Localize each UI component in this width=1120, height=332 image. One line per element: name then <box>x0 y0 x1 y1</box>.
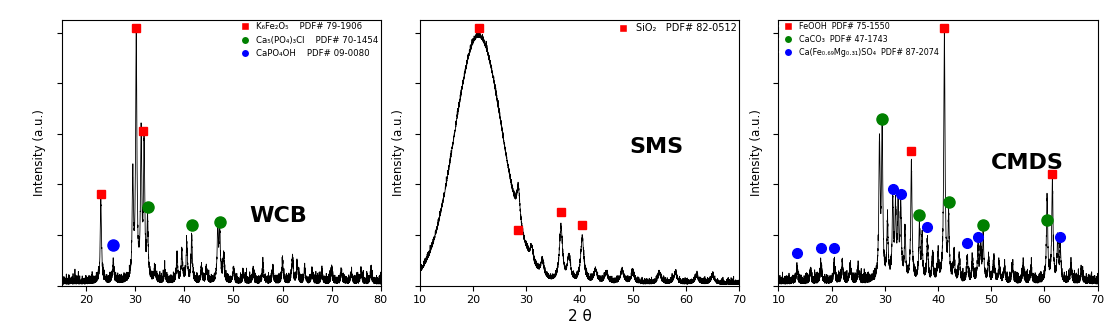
Legend: SiO₂   PDF# 82-0512: SiO₂ PDF# 82-0512 <box>609 19 740 37</box>
Legend: FeOOH  PDF# 75-1550, CaCO₃  PDF# 47-1743, Ca(Fe₀.₆₉Mg₀.₃₁)SO₄  PDF# 87-2074: FeOOH PDF# 75-1550, CaCO₃ PDF# 47-1743, … <box>777 19 942 60</box>
Y-axis label: Intensity (a.u.): Intensity (a.u.) <box>750 109 763 196</box>
Y-axis label: Intensity (a.u.): Intensity (a.u.) <box>34 109 46 196</box>
X-axis label: 2 θ: 2 θ <box>568 309 591 324</box>
Text: CMDS: CMDS <box>991 153 1064 173</box>
Text: WCB: WCB <box>250 207 308 226</box>
Y-axis label: Intensity (a.u.): Intensity (a.u.) <box>392 109 404 196</box>
Legend: K₆Fe₂O₅    PDF# 79-1906, Ca₅(PO₄)₃Cl    PDF# 70-1454, CaPO₄OH    PDF# 09-0080: K₆Fe₂O₅ PDF# 79-1906, Ca₅(PO₄)₃Cl PDF# 7… <box>233 19 382 61</box>
Text: SMS: SMS <box>629 137 683 157</box>
